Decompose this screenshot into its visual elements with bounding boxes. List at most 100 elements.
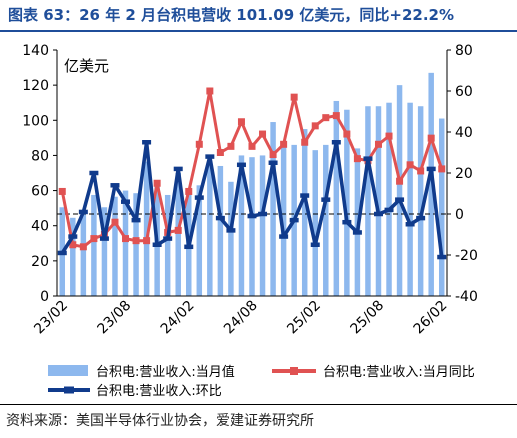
yoy-point-23/04 [79, 243, 87, 251]
yoy-point-24/06 [227, 142, 235, 150]
bar-24/11 [280, 141, 287, 296]
bar-23/07 [112, 196, 118, 296]
bar-23/05 [91, 194, 97, 296]
yoy-point-23/08 [122, 235, 130, 243]
x-tick-label: 23/02 [31, 298, 71, 338]
bar-25/01 [301, 129, 308, 296]
bar-24/05 [217, 165, 224, 296]
yoy-point-23/07 [111, 218, 119, 226]
bar-25/10 [396, 85, 403, 297]
yoy-point-24/07 [237, 118, 245, 126]
yoy-point-24/12 [290, 93, 298, 101]
yoy-point-23/05 [90, 235, 98, 243]
yoy-point-24/03 [195, 140, 203, 148]
bar-24/07 [238, 155, 245, 296]
x-tick-label: 23/08 [94, 298, 134, 338]
right-tick-label: -40 [455, 289, 478, 305]
x-tick-label: 24/08 [221, 298, 261, 338]
yoy-point-26/01 [427, 134, 435, 142]
yoy-point-25/09 [385, 132, 393, 140]
yoy-point-23/03 [69, 241, 77, 249]
legend-swatch-bar [48, 365, 88, 376]
bar-23/12 [164, 194, 171, 296]
bar-24/08 [249, 157, 255, 296]
legend-label-yoy: 台积电:营业收入:当月同比 [323, 365, 475, 380]
left-tick-label: 0 [40, 289, 49, 305]
bar-26/02 [438, 118, 445, 297]
bar-25/02 [312, 150, 318, 296]
x-tick-label: 24/02 [158, 298, 198, 338]
bar-23/08 [122, 190, 129, 296]
left-tick-label: 60 [31, 184, 49, 200]
legend-label-mom: 台积电:营业收入:环比 [96, 384, 222, 399]
x-tick-label: 26/02 [411, 298, 451, 338]
bar-25/12 [417, 106, 424, 296]
yoy-point-24/09 [259, 130, 267, 138]
right-tick-label: 20 [455, 166, 473, 182]
yoy-point-24/10 [269, 151, 277, 159]
bar-25/09 [386, 102, 392, 296]
bar-25/08 [375, 106, 382, 296]
left-tick-label: 140 [22, 43, 49, 59]
right-tick-label: 0 [455, 207, 464, 223]
yoy-point-24/08 [248, 142, 256, 150]
yoy-point-23/10 [143, 237, 151, 245]
yoy-point-24/04 [206, 87, 214, 95]
bar-24/04 [207, 164, 213, 296]
x-tick-label: 25/02 [284, 298, 324, 338]
y-unit-label: 亿美元 [64, 57, 109, 75]
yoy-point-23/09 [132, 237, 140, 245]
left-tick-label: 20 [31, 254, 49, 270]
right-tick-label: -20 [455, 248, 478, 264]
bar-24/06 [228, 181, 234, 296]
bar-23/03 [70, 217, 76, 296]
left-tick-label: 120 [22, 78, 49, 94]
bar-23/10 [143, 161, 150, 296]
yoy-point-24/05 [216, 149, 224, 156]
yoy-point-25/12 [417, 167, 425, 175]
chart-title: 图表 63：26 年 2 月台积电营收 101.09 亿美元，同比+22.2% [8, 6, 455, 24]
bar-23/04 [80, 212, 87, 296]
bar-24/03 [196, 185, 203, 296]
bar-25/03 [323, 144, 329, 296]
bar-25/07 [365, 106, 371, 296]
bar-23/06 [101, 207, 108, 296]
legend-marker-yoy [290, 367, 298, 375]
yoy-point-25/10 [396, 177, 404, 185]
yoy-point-25/08 [374, 140, 382, 148]
legend-label-bar: 台积电:营业收入:当月值 [96, 364, 235, 380]
yoy-point-24/11 [280, 140, 288, 148]
bar-24/01 [175, 173, 181, 296]
bar-26/01 [428, 72, 434, 296]
source-divider [0, 404, 517, 405]
right-tick-label: 80 [455, 43, 473, 59]
chart-svg: 0 20 40 60 80 100 120 140 -40 -20 0 20 40 60 80 亿美元 23/0… [22, 43, 478, 399]
yoy-point-25/06 [353, 155, 361, 163]
yoy-point-25/11 [406, 161, 414, 169]
right-tick-label: 40 [455, 125, 473, 141]
yoy-point-24/01 [174, 226, 182, 234]
bar-25/11 [407, 102, 413, 296]
yoy-point-26/02 [438, 165, 446, 173]
bar-25/05 [344, 109, 350, 296]
x-tick-label: 25/08 [347, 298, 387, 338]
bar-23/09 [133, 193, 139, 296]
source-note: 资料来源：美国半导体行业协会，爱建证券研究所 [6, 413, 314, 429]
left-tick-label: 100 [22, 113, 49, 129]
bar-24/09 [259, 155, 266, 296]
yoy-point-25/04 [332, 112, 340, 120]
yoy-point-25/02 [311, 122, 319, 130]
yoy-point-25/03 [322, 114, 330, 122]
plot-area [57, 72, 447, 297]
bar-24/10 [270, 122, 276, 297]
yoy-point-25/05 [343, 130, 351, 138]
yoy-point-25/01 [301, 138, 309, 146]
left-tick-label: 40 [31, 219, 49, 235]
yoy-point-24/02 [185, 187, 193, 195]
left-tick-label: 80 [31, 148, 49, 164]
yoy-point-23/02 [58, 187, 66, 195]
title-underline [0, 30, 517, 32]
right-tick-label: 60 [455, 84, 473, 100]
yoy-point-23/11 [153, 179, 161, 187]
